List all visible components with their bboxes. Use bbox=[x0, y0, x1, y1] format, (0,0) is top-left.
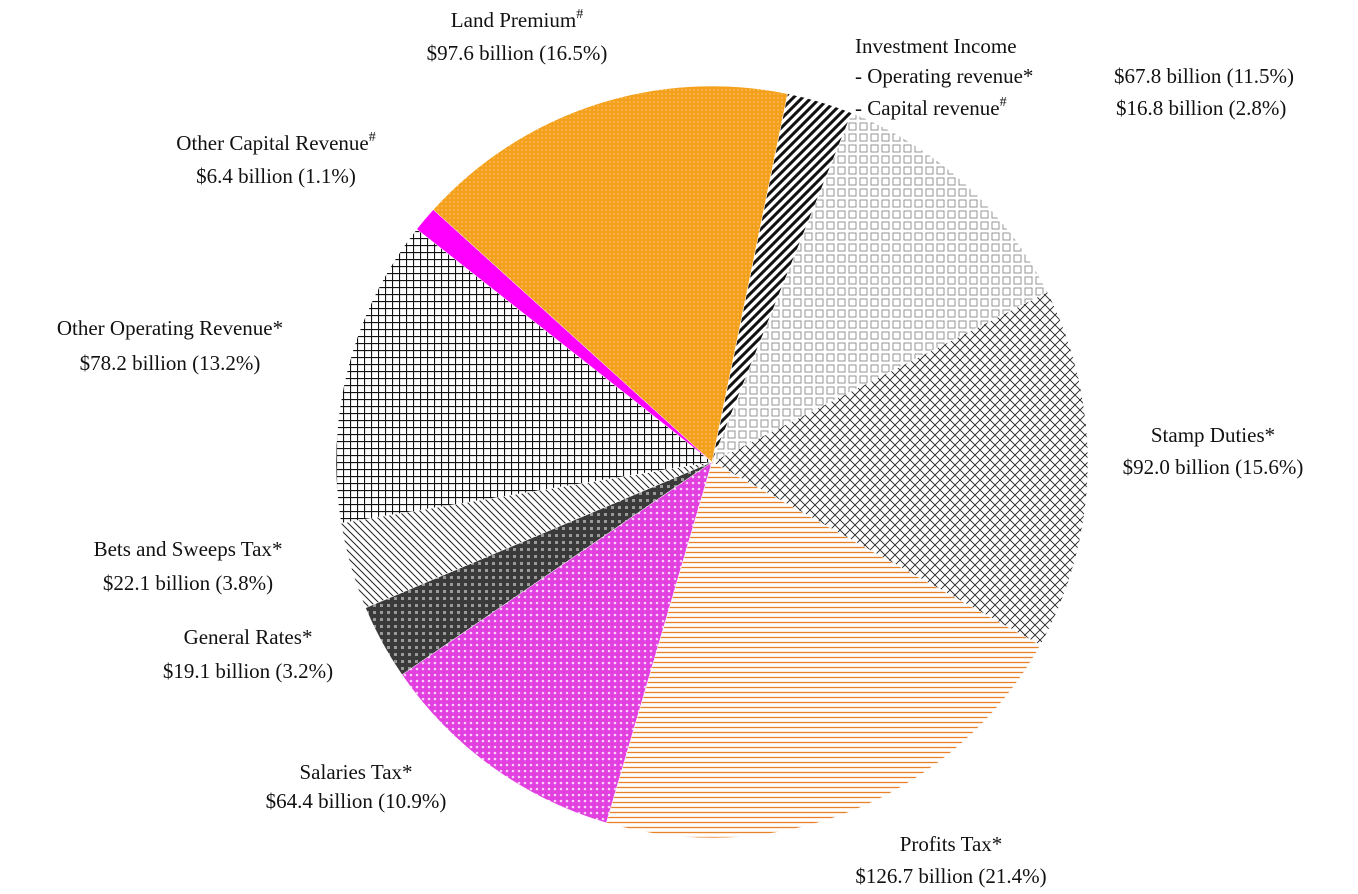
pie-slice bbox=[401, 461, 713, 824]
pie-slice bbox=[335, 228, 713, 524]
slice-marker: * bbox=[1023, 64, 1034, 88]
slice-marker: * bbox=[272, 537, 283, 561]
slice-marker: * bbox=[1265, 423, 1276, 447]
value-label: $92.0 billion (15.6%) bbox=[1123, 455, 1304, 479]
value-label: $126.7 billion (21.4%) bbox=[855, 864, 1046, 888]
slice-label: General Rates* bbox=[184, 625, 313, 649]
slice-name: Other Operating Revenue bbox=[57, 316, 273, 340]
slice-marker: # bbox=[1000, 95, 1007, 110]
slice-name: Land Premium bbox=[451, 8, 576, 32]
slice-name: Stamp Duties bbox=[1151, 423, 1265, 447]
slice-label: Stamp Duties* bbox=[1151, 423, 1275, 447]
annotation: Investment Income bbox=[855, 34, 1017, 58]
value-label: $78.2 billion (13.2%) bbox=[80, 351, 261, 375]
pie-slice bbox=[711, 112, 1048, 463]
slice-label: Profits Tax* bbox=[900, 832, 1003, 856]
slice-marker: * bbox=[992, 832, 1003, 856]
slice-name: Profits Tax bbox=[900, 832, 993, 856]
slice-label: - Capital revenue# bbox=[855, 95, 1007, 120]
value-label: $97.6 billion (16.5%) bbox=[427, 41, 608, 65]
slice-label: Other Operating Revenue* bbox=[57, 316, 283, 340]
value-label: $6.4 billion (1.1%) bbox=[196, 164, 356, 188]
slice-marker: # bbox=[576, 7, 583, 22]
slice-label: Bets and Sweeps Tax* bbox=[94, 537, 283, 561]
slice-name: Bets and Sweeps Tax bbox=[94, 537, 273, 561]
slice-name: Salaries Tax bbox=[299, 760, 402, 784]
slice-marker: * bbox=[273, 316, 284, 340]
slice-name: - Operating revenue bbox=[855, 64, 1023, 88]
slice-name: General Rates bbox=[184, 625, 302, 649]
pie-slice bbox=[606, 461, 1041, 839]
slice-label: Other Capital Revenue# bbox=[176, 130, 375, 155]
slice-name: Other Capital Revenue bbox=[176, 131, 368, 155]
slice-label: Land Premium# bbox=[451, 7, 583, 32]
value-label: $67.8 billion (11.5%) bbox=[1114, 64, 1294, 88]
value-label: $22.1 billion (3.8%) bbox=[103, 571, 273, 595]
slice-marker: * bbox=[302, 625, 313, 649]
pie-slice bbox=[432, 85, 788, 463]
slice-name: - Capital revenue bbox=[855, 96, 1000, 120]
value-label: $16.8 billion (2.8%) bbox=[1116, 96, 1286, 120]
slice-marker: # bbox=[369, 130, 376, 145]
slice-marker: * bbox=[402, 760, 413, 784]
pie-slice bbox=[711, 291, 1089, 646]
slice-label: - Operating revenue* bbox=[855, 64, 1033, 88]
slice-label: Salaries Tax* bbox=[299, 760, 412, 784]
value-label: $19.1 billion (3.2%) bbox=[163, 659, 333, 683]
value-label: $64.4 billion (10.9%) bbox=[266, 789, 447, 813]
